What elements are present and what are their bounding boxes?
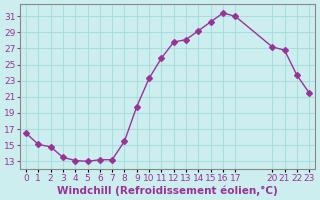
X-axis label: Windchill (Refroidissement éolien,°C): Windchill (Refroidissement éolien,°C) [57,185,278,196]
